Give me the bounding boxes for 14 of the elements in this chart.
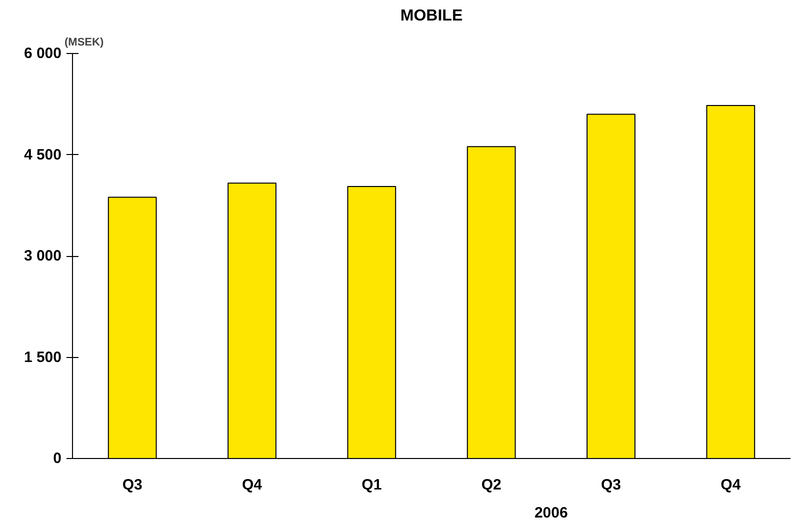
text: 2006 bbox=[534, 504, 568, 520]
y-tick-label: 0 bbox=[53, 450, 62, 467]
y-tick-label: 4 500 bbox=[24, 146, 62, 164]
x-tick-label: Q3 bbox=[600, 476, 622, 494]
chart-title: MOBILE bbox=[400, 8, 463, 24]
y-tick-label: 6 000 bbox=[24, 45, 62, 62]
x-tick-label: Q1 bbox=[362, 476, 382, 494]
x-tick-label: Q4 bbox=[720, 476, 742, 494]
y-tick-label: 3 000 bbox=[24, 248, 62, 264]
x-tick-label: Q3 bbox=[122, 476, 142, 494]
y-axis-title: (MSEK) bbox=[64, 36, 104, 48]
x-tick-label: Q2 bbox=[481, 476, 502, 494]
y-tick-label: 1 500 bbox=[24, 348, 62, 366]
x-tick-label: Q4 bbox=[242, 476, 263, 494]
